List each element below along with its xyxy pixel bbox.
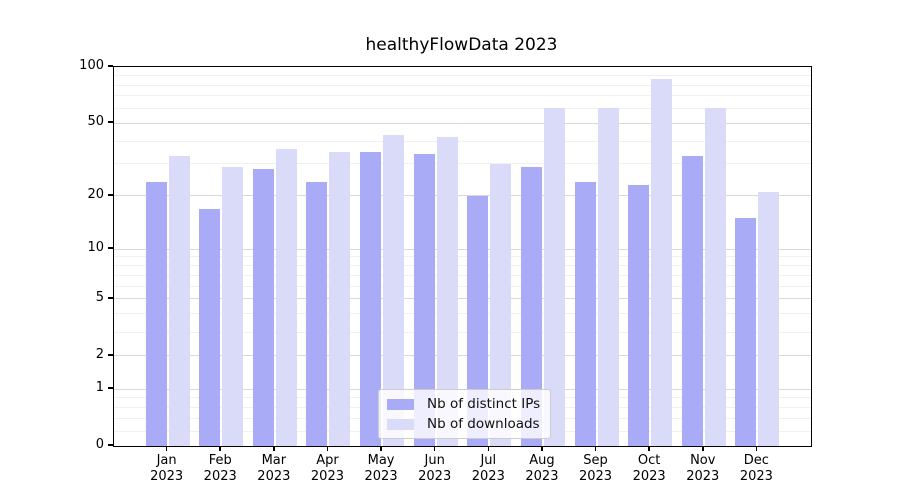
bar-nb-of-distinct-ips-feb-2023[interactable]	[199, 208, 221, 446]
x-tick-label-sep-2023: Sep 2023	[578, 453, 613, 484]
y-tick-label-10: 10	[87, 240, 104, 256]
bar-nb-of-distinct-ips-may-2023[interactable]	[360, 151, 382, 446]
legend-swatch-distinct-ips	[387, 398, 414, 410]
bar-nb-of-downloads-jan-2023[interactable]	[168, 156, 190, 446]
bar-nb-of-downloads-oct-2023[interactable]	[651, 79, 673, 446]
bar-nb-of-downloads-jun-2023[interactable]	[436, 137, 458, 446]
gridline-minor-70	[114, 95, 811, 97]
bar-nb-of-downloads-mar-2023[interactable]	[275, 149, 297, 446]
y-tick-mark-100	[108, 65, 113, 67]
x-tick-label-feb-2023: Feb 2023	[203, 453, 237, 484]
x-tick-mark-nov-2023	[702, 446, 704, 451]
bar-nb-of-distinct-ips-jun-2023[interactable]	[413, 154, 435, 446]
y-tick-mark-50	[108, 121, 113, 123]
x-tick-label-may-2023: May 2023	[364, 453, 398, 484]
bar-nb-of-downloads-aug-2023[interactable]	[543, 108, 565, 446]
bar-nb-of-downloads-apr-2023[interactable]	[329, 151, 351, 446]
y-tick-mark-0	[108, 444, 113, 446]
legend-label-distinct-ips: Nb of distinct IPs	[427, 396, 541, 412]
x-tick-label-aug-2023: Aug 2023	[525, 453, 559, 484]
x-tick-mark-jan-2023	[165, 446, 168, 451]
y-tick-label-50: 50	[87, 114, 104, 130]
y-tick-mark-1	[108, 387, 113, 389]
x-tick-mark-may-2023	[380, 446, 382, 451]
x-tick-mark-sep-2023	[594, 446, 597, 451]
legend-swatch-downloads	[387, 418, 414, 430]
x-tick-mark-feb-2023	[219, 446, 221, 451]
legend-label-downloads: Nb of downloads	[427, 416, 540, 432]
y-tick-label-5: 5	[95, 289, 104, 305]
bar-nb-of-distinct-ips-dec-2023[interactable]	[735, 218, 757, 446]
bar-nb-of-distinct-ips-jul-2023[interactable]	[467, 195, 489, 446]
bar-nb-of-downloads-may-2023[interactable]	[383, 135, 405, 446]
bar-nb-of-downloads-jul-2023[interactable]	[490, 163, 512, 446]
y-tick-label-100: 100	[79, 58, 104, 73]
y-tick-mark-5	[108, 297, 113, 299]
x-tick-label-jul-2023: Jul 2023	[471, 453, 505, 484]
bar-nb-of-distinct-ips-aug-2023[interactable]	[520, 166, 542, 446]
x-tick-label-oct-2023: Oct 2023	[632, 453, 666, 484]
bar-nb-of-distinct-ips-oct-2023[interactable]	[628, 185, 650, 446]
legend-item-distinct-ips[interactable]: Nb of distinct IPs	[387, 396, 540, 412]
plot-area: Nb of distinct IPs Nb of downloads	[113, 66, 812, 447]
x-tick-label-nov-2023: Nov 2023	[686, 453, 720, 484]
y-tick-label-20: 20	[87, 186, 104, 202]
x-tick-mark-dec-2023	[755, 446, 758, 451]
x-tick-mark-jul-2023	[487, 446, 490, 451]
chart-title: healthyFlowData 2023	[365, 35, 558, 55]
x-tick-mark-mar-2023	[273, 446, 275, 451]
x-tick-mark-jun-2023	[433, 446, 436, 451]
x-tick-mark-apr-2023	[326, 446, 329, 451]
y-tick-mark-2	[108, 354, 113, 356]
bar-nb-of-distinct-ips-sep-2023[interactable]	[574, 181, 596, 446]
bar-nb-of-distinct-ips-apr-2023[interactable]	[306, 181, 328, 446]
legend: Nb of distinct IPs Nb of downloads	[378, 389, 552, 439]
y-tick-mark-10	[108, 247, 113, 249]
bar-nb-of-downloads-feb-2023[interactable]	[222, 166, 244, 446]
bar-nb-of-distinct-ips-jan-2023[interactable]	[145, 181, 167, 446]
x-tick-label-jan-2023: Jan 2023	[150, 453, 184, 484]
x-tick-label-dec-2023: Dec 2023	[739, 453, 773, 484]
gridline-minor-80	[114, 84, 811, 86]
legend-item-downloads[interactable]: Nb of downloads	[387, 416, 540, 432]
y-tick-label-2: 2	[95, 346, 104, 362]
x-tick-mark-oct-2023	[648, 446, 650, 451]
bar-nb-of-downloads-sep-2023[interactable]	[597, 108, 619, 446]
bar-nb-of-downloads-dec-2023[interactable]	[758, 192, 780, 446]
gridline-minor-90	[114, 75, 811, 77]
bar-nb-of-downloads-nov-2023[interactable]	[704, 108, 726, 446]
x-tick-label-jun-2023: Jun 2023	[418, 453, 452, 484]
x-tick-label-apr-2023: Apr 2023	[310, 453, 344, 484]
y-tick-label-0: 0	[95, 437, 104, 452]
x-tick-mark-aug-2023	[541, 446, 543, 451]
y-tick-mark-20	[108, 194, 113, 196]
bar-nb-of-distinct-ips-mar-2023[interactable]	[252, 169, 274, 446]
bar-nb-of-distinct-ips-nov-2023[interactable]	[681, 156, 703, 446]
y-tick-label-1: 1	[95, 380, 104, 396]
x-tick-label-mar-2023: Mar 2023	[257, 453, 291, 484]
